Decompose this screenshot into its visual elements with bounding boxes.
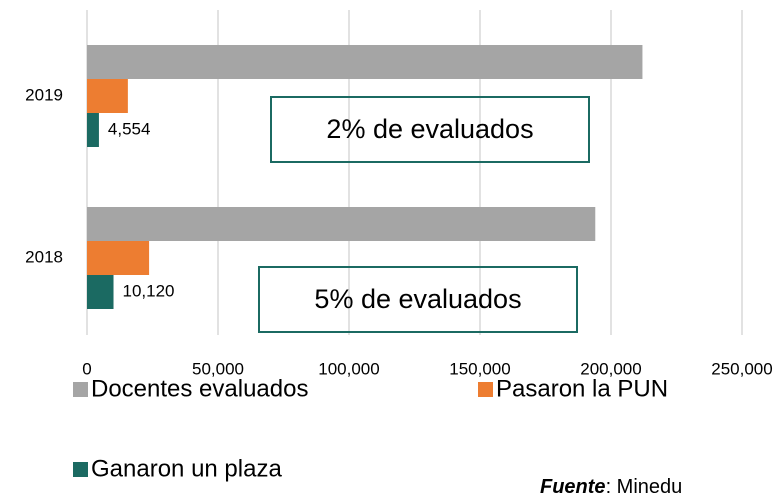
bar: [87, 241, 150, 275]
annotation-box: [258, 266, 578, 333]
x-tick-label: 50,000: [192, 359, 244, 378]
bar: [87, 113, 99, 147]
source-text: : Minedu: [606, 476, 683, 495]
legend-swatch: [478, 382, 493, 397]
data-label: 4,554: [108, 119, 151, 138]
source-label: Fuente: [540, 476, 606, 495]
x-tick-label: 100,000: [318, 359, 379, 378]
x-tick-label: 250,000: [711, 359, 772, 378]
legend-label: Ganaron un plaza: [91, 455, 282, 482]
legend-swatch: [73, 382, 88, 397]
x-tick-label: 200,000: [580, 359, 641, 378]
bar: [87, 79, 128, 113]
bar: [87, 45, 643, 79]
source: Fuente: Minedu: [540, 476, 682, 495]
bar: [87, 275, 114, 309]
legend-swatch: [73, 462, 88, 477]
legend-label: Docentes evaluados: [91, 375, 308, 402]
y-tick-label: 2019: [25, 85, 63, 104]
legend-label: Pasaron la PUN: [496, 375, 668, 402]
x-tick-label: 0: [82, 359, 91, 378]
annotation: 5% de evaluados: [314, 284, 521, 314]
data-label: 10,120: [123, 281, 175, 300]
annotation: 2% de evaluados: [326, 114, 533, 144]
bar: [87, 207, 596, 241]
y-tick-label: 2018: [25, 247, 63, 266]
x-tick-label: 150,000: [449, 359, 510, 378]
annotation-box: [270, 96, 590, 163]
